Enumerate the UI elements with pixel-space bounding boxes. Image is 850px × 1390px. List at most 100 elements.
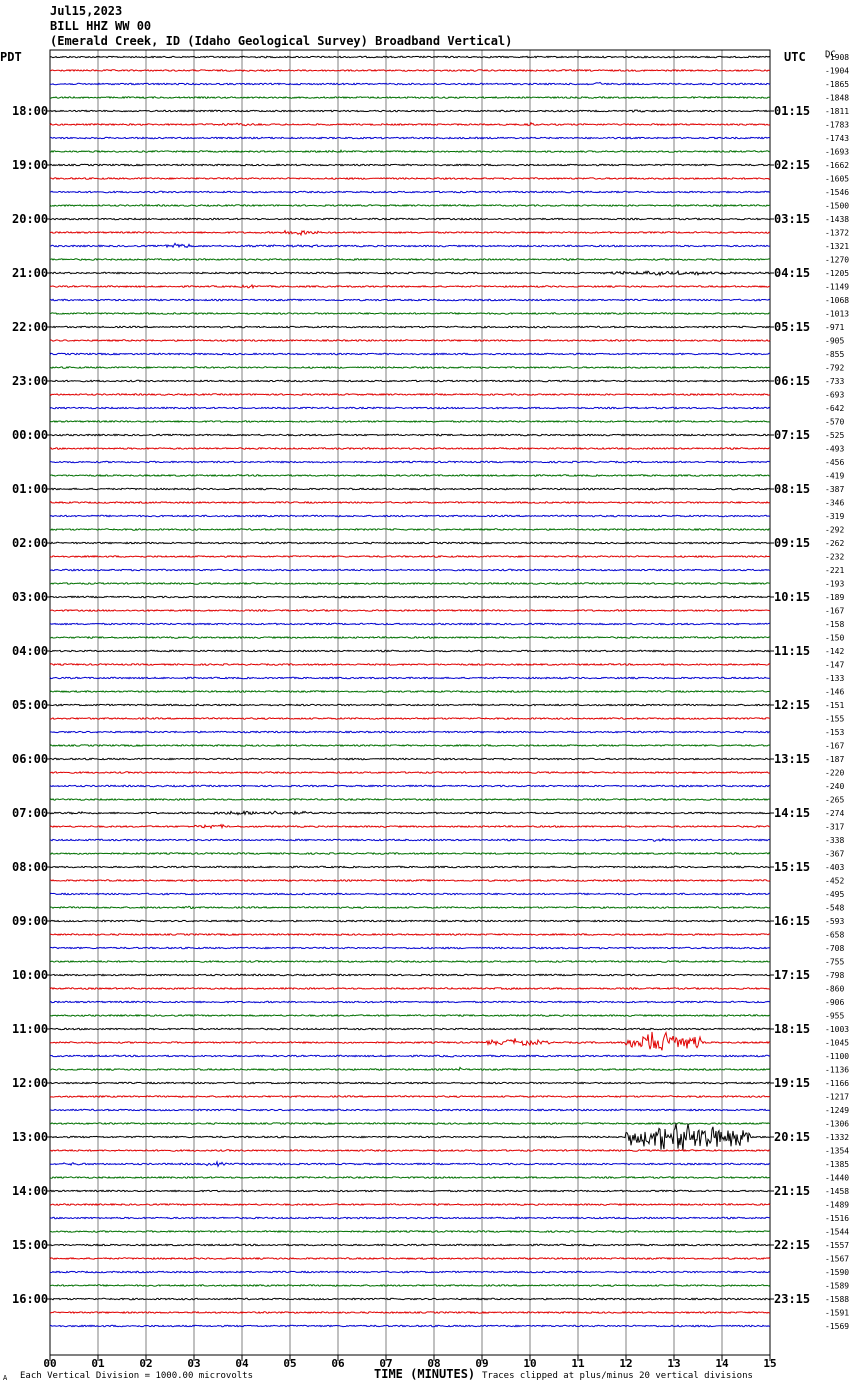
dc-offset-label: -642 <box>825 404 844 413</box>
dc-offset-label: -346 <box>825 499 844 508</box>
dc-offset-label: -155 <box>825 715 844 724</box>
trace-line <box>50 258 771 261</box>
dc-offset-label: -860 <box>825 985 844 994</box>
trace-line <box>49 878 771 883</box>
dc-offset-label: -221 <box>825 566 844 575</box>
dc-offset-label: -1811 <box>825 107 849 116</box>
trace-line <box>49 1030 771 1051</box>
dc-offset-label: -1100 <box>825 1052 849 1061</box>
dc-offset-label: -189 <box>825 593 844 602</box>
dc-offset-label: -1249 <box>825 1106 849 1115</box>
trace-line <box>49 1256 771 1261</box>
left-hour-label: 09:00 <box>12 914 48 928</box>
plot-frame <box>49 49 771 1356</box>
dc-offset-label: -1500 <box>825 202 849 211</box>
trace-line <box>49 433 771 437</box>
trace-line <box>50 1121 771 1126</box>
trace-line <box>49 932 771 937</box>
dc-offset-label: -1321 <box>825 242 849 251</box>
dc-offset-label: -1848 <box>825 94 849 103</box>
trace-line <box>49 959 771 964</box>
right-hour-label: 12:15 <box>774 698 810 712</box>
dc-offset-label: -1438 <box>825 215 849 224</box>
trace-line <box>49 1054 771 1058</box>
trace-line <box>49 595 770 599</box>
right-hour-label: 16:15 <box>774 914 810 928</box>
dc-offset-label: -548 <box>825 904 844 913</box>
trace-line <box>49 1243 771 1247</box>
dc-offset-label: -147 <box>825 661 844 670</box>
dc-offset-label: -1516 <box>825 1214 849 1223</box>
left-hour-label: 05:00 <box>12 698 48 712</box>
trace-line <box>49 1324 771 1328</box>
trace-line <box>49 325 771 329</box>
trace-line <box>49 338 771 343</box>
x-tick-label: 08 <box>427 1357 440 1370</box>
trace-line <box>49 581 771 586</box>
left-hour-label: 00:00 <box>12 428 48 442</box>
right-hour-label: 05:15 <box>774 320 810 334</box>
trace-line <box>49 1202 771 1207</box>
trace-line <box>49 757 771 761</box>
dc-offset-label: -971 <box>825 323 844 332</box>
header-date: Jul15,2023 <box>50 4 123 18</box>
right-dc-unit-label: DC <box>825 50 836 60</box>
x-tick-label: 05 <box>283 1357 296 1370</box>
x-tick-label: 10 <box>523 1357 536 1370</box>
trace-line <box>49 527 771 532</box>
trace-line <box>49 81 771 86</box>
dc-offset-label: -1068 <box>825 296 849 305</box>
dc-offset-label: -419 <box>825 472 844 481</box>
right-hour-label: 03:15 <box>774 212 810 226</box>
trace-line <box>49 109 771 113</box>
trace-line <box>49 352 771 356</box>
right-hour-label: 04:15 <box>774 266 810 280</box>
trace-line <box>49 946 771 950</box>
trace-line <box>49 487 771 491</box>
dc-offset-label: -142 <box>825 647 844 656</box>
right-hour-label: 22:15 <box>774 1238 810 1252</box>
right-hour-label: 23:15 <box>774 1292 810 1306</box>
trace-line <box>49 1229 771 1234</box>
trace-line <box>49 1108 771 1112</box>
dc-offset-label: -905 <box>825 337 844 346</box>
dc-offset-label: -1589 <box>825 1282 849 1291</box>
dc-offset-label: -1662 <box>825 161 849 170</box>
trace-line <box>49 1175 771 1179</box>
dc-offset-label: -262 <box>825 539 844 548</box>
dc-offset-label: -1045 <box>825 1039 849 1048</box>
dc-offset-label: -955 <box>825 1012 844 1021</box>
trace-line <box>49 1189 771 1193</box>
dc-offset-label: -855 <box>825 350 844 359</box>
dc-offset-label: -495 <box>825 890 844 899</box>
footer-scale-note: Each Vertical Division = 1000.00 microvo… <box>20 1371 253 1381</box>
footer-clip-note: Traces clipped at plus/minus 20 vertical… <box>482 1371 753 1381</box>
x-tick-label: 00 <box>43 1357 56 1370</box>
right-timezone-label: UTC <box>784 50 806 64</box>
trace-line <box>49 1216 771 1220</box>
dc-offset-label: -525 <box>825 431 844 440</box>
dc-offset-label: -1590 <box>825 1268 849 1277</box>
dc-offset-label: -133 <box>825 674 844 683</box>
trace-line <box>50 837 771 842</box>
dc-offset-label: -1908 <box>825 53 849 62</box>
dc-offset-label: -387 <box>825 485 844 494</box>
dc-offset-label: -403 <box>825 863 844 872</box>
trace-line <box>49 229 771 237</box>
dc-offset-label: -265 <box>825 796 844 805</box>
x-tick-label: 12 <box>619 1357 632 1370</box>
left-hour-label: 23:00 <box>12 374 48 388</box>
dc-offset-label: -1372 <box>825 229 849 238</box>
dc-offset-label: -792 <box>825 364 844 373</box>
trace-line <box>49 121 771 127</box>
trace-line <box>49 1066 771 1072</box>
trace-line <box>49 500 771 505</box>
trace-line <box>49 55 771 59</box>
trace-line <box>49 514 771 518</box>
right-hour-label: 08:15 <box>774 482 810 496</box>
trace-line <box>49 1123 771 1151</box>
right-hour-label: 18:15 <box>774 1022 810 1036</box>
left-hour-label: 07:00 <box>12 806 48 820</box>
trace-line <box>49 784 770 788</box>
x-tick-label: 13 <box>667 1357 680 1370</box>
